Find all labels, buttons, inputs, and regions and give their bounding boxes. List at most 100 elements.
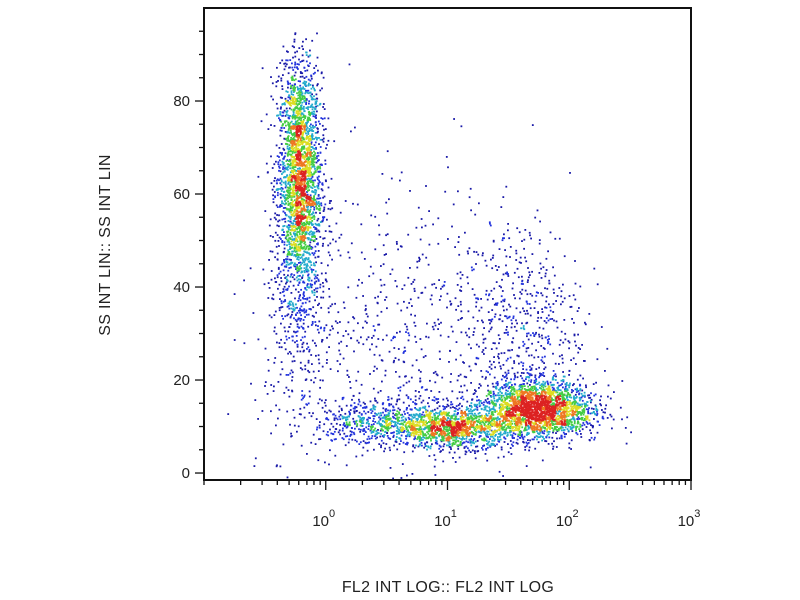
data-point <box>313 186 316 188</box>
data-point <box>466 276 469 279</box>
data-point <box>547 431 550 433</box>
data-point <box>483 401 485 404</box>
data-point <box>289 59 292 61</box>
data-point <box>398 411 400 414</box>
data-point <box>314 377 317 379</box>
data-point <box>560 395 563 398</box>
data-point <box>315 344 317 347</box>
data-point <box>400 416 403 419</box>
data-point <box>315 124 317 126</box>
data-point <box>315 93 318 96</box>
data-point <box>288 132 291 134</box>
data-point <box>509 427 512 430</box>
data-point <box>570 439 573 442</box>
data-point <box>336 322 339 324</box>
data-point <box>271 188 274 191</box>
data-point <box>285 184 288 187</box>
data-point <box>291 311 294 313</box>
data-point <box>435 439 437 442</box>
data-point <box>435 442 438 445</box>
data-point <box>522 372 525 374</box>
data-point <box>538 242 541 245</box>
data-point <box>435 432 438 434</box>
data-point <box>568 396 571 398</box>
data-point <box>397 348 400 350</box>
data-point <box>378 224 380 227</box>
data-point <box>630 431 632 434</box>
data-point <box>418 440 421 443</box>
data-point <box>406 328 409 331</box>
data-point <box>338 405 341 408</box>
data-point <box>482 349 485 351</box>
data-point <box>473 403 476 406</box>
data-point <box>347 333 350 336</box>
data-point <box>551 386 554 389</box>
data-point <box>313 273 316 276</box>
data-point <box>293 66 296 69</box>
data-point <box>276 258 279 261</box>
data-point <box>298 103 300 105</box>
data-point <box>316 56 319 59</box>
data-point <box>317 170 320 173</box>
data-point <box>286 174 288 177</box>
data-point <box>312 306 315 309</box>
data-point <box>286 279 289 282</box>
data-point <box>458 236 460 238</box>
data-point <box>283 127 286 129</box>
data-point <box>317 187 320 190</box>
data-point <box>299 106 302 109</box>
data-point <box>335 428 338 430</box>
data-point <box>291 276 294 279</box>
data-point <box>278 307 281 309</box>
data-point <box>377 412 380 415</box>
data-point <box>287 114 290 117</box>
data-point <box>343 416 345 419</box>
data-point <box>555 446 558 448</box>
data-point <box>457 448 460 450</box>
data-point <box>287 81 289 84</box>
data-point <box>549 318 552 320</box>
data-point <box>286 231 289 234</box>
data-point <box>476 440 479 442</box>
data-point <box>345 421 348 424</box>
data-point <box>358 411 361 414</box>
data-point <box>287 234 290 236</box>
data-point <box>283 294 286 297</box>
data-point <box>585 386 587 389</box>
data-point <box>305 81 308 83</box>
data-point <box>303 271 306 274</box>
data-point <box>517 355 520 358</box>
data-point <box>420 417 423 420</box>
data-point <box>504 424 507 427</box>
data-point <box>287 204 290 206</box>
data-point <box>428 405 430 408</box>
data-point <box>299 99 302 102</box>
data-point <box>370 437 373 440</box>
data-point <box>304 115 307 118</box>
data-point <box>508 396 511 399</box>
data-point <box>284 348 287 351</box>
data-point <box>454 461 457 463</box>
data-point <box>300 150 303 152</box>
data-point <box>594 393 597 396</box>
data-point <box>323 108 326 110</box>
data-point <box>276 276 279 279</box>
data-point <box>528 303 531 305</box>
data-point <box>324 230 327 232</box>
data-point <box>392 477 394 480</box>
data-point <box>379 417 382 420</box>
data-point <box>298 297 300 300</box>
data-point <box>483 422 486 425</box>
data-point <box>397 394 400 397</box>
data-point <box>392 425 395 428</box>
data-point <box>326 359 328 361</box>
data-point <box>447 166 449 169</box>
data-point <box>419 370 422 373</box>
data-point <box>391 268 394 271</box>
data-point <box>377 429 379 431</box>
data-point <box>296 263 298 266</box>
data-point <box>570 359 572 361</box>
data-point <box>366 315 369 318</box>
data-point <box>283 231 285 233</box>
data-point <box>519 432 522 435</box>
